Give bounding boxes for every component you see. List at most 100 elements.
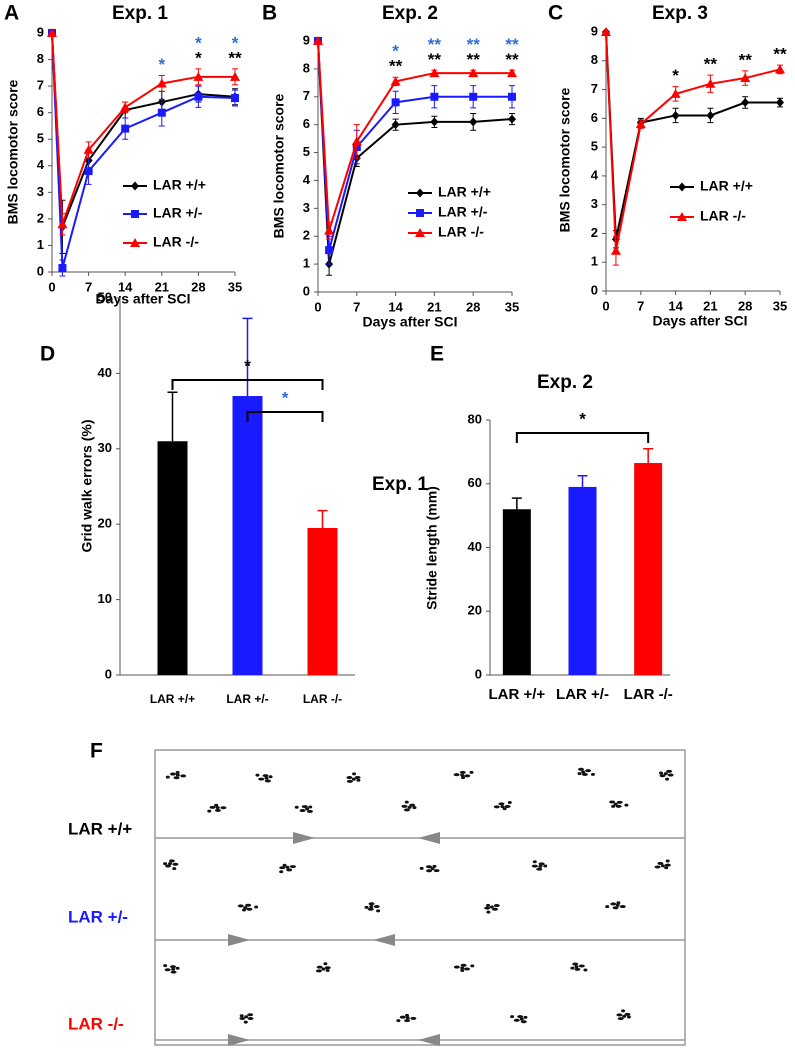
footprint <box>323 962 328 966</box>
footprint <box>246 907 253 911</box>
y-tick-label: 6 <box>37 104 44 119</box>
footprint <box>610 902 617 906</box>
footprint <box>165 775 170 779</box>
footprint <box>214 803 219 807</box>
x-tick-label: 7 <box>637 298 644 313</box>
annotation: Exp. 1 <box>372 474 428 495</box>
marker <box>776 98 784 108</box>
legend-label: LAR +/- <box>438 204 488 220</box>
footprint <box>665 777 670 781</box>
x-tick-label: 21 <box>703 298 717 313</box>
marker <box>635 119 646 129</box>
footprint <box>570 966 575 970</box>
x-axis-label: Days after SCI <box>96 291 191 307</box>
y-tick-label: 5 <box>591 139 598 154</box>
marker <box>131 181 139 191</box>
y-tick-label: 5 <box>37 131 44 146</box>
y-tick-label: 3 <box>37 184 44 199</box>
marker <box>671 110 680 120</box>
footprint <box>410 1016 417 1020</box>
marker <box>416 209 424 217</box>
y-tick-label: 9 <box>303 32 310 47</box>
row-label: LAR +/- <box>68 907 128 926</box>
footprint <box>172 862 179 866</box>
footprint <box>169 965 176 969</box>
marker <box>230 71 240 81</box>
footprint <box>498 802 505 806</box>
footprint <box>489 905 494 909</box>
footprint <box>659 771 664 775</box>
marker <box>468 68 479 78</box>
footprint <box>351 777 356 781</box>
chart-title: Exp. 2 <box>382 3 438 24</box>
y-axis-label: Stride length (mm) <box>424 486 440 610</box>
footprint <box>616 800 623 804</box>
panel-letter: B <box>262 2 277 25</box>
significance: ** <box>428 50 442 69</box>
footprint <box>262 774 269 778</box>
y-tick-label: 4 <box>591 167 599 182</box>
significance: ** <box>505 35 519 54</box>
significance: ** <box>773 45 787 64</box>
footprint <box>510 1015 515 1019</box>
footprint <box>609 800 616 804</box>
footprint <box>255 773 260 777</box>
footprint <box>519 1017 524 1021</box>
footprint <box>626 1015 631 1019</box>
y-tick-label: 8 <box>303 60 310 75</box>
footprint <box>404 800 409 804</box>
legend-label: LAR -/- <box>438 224 484 240</box>
marker <box>57 219 68 229</box>
footprint <box>502 807 507 811</box>
footprint-frame <box>154 749 686 1046</box>
footprint <box>572 962 579 966</box>
significance: * <box>282 388 289 407</box>
significance: ** <box>389 57 403 76</box>
footprint <box>367 907 374 911</box>
marker <box>84 167 93 176</box>
marker <box>313 36 323 45</box>
y-tick-label: 1 <box>591 254 598 269</box>
y-tick-label: 0 <box>591 282 598 297</box>
footprint <box>315 969 322 973</box>
marker <box>430 92 439 101</box>
y-tick-label: 7 <box>591 81 598 96</box>
footprint <box>247 1013 254 1017</box>
significance: ** <box>505 50 519 69</box>
marker <box>156 78 167 88</box>
x-tick-label: 0 <box>48 279 55 294</box>
footprint <box>168 862 173 866</box>
x-tick-label: 28 <box>738 298 752 313</box>
x-tick-label: 0 <box>602 298 609 313</box>
footprint <box>453 965 460 969</box>
footprint <box>325 968 330 972</box>
y-tick-label: 3 <box>303 200 310 215</box>
error-bar <box>577 475 588 487</box>
footprint <box>493 904 500 908</box>
footprint <box>605 905 610 909</box>
footprint <box>243 1020 248 1024</box>
y-tick-label: 7 <box>303 88 310 103</box>
footprint <box>664 866 669 870</box>
x-tick-label: 7 <box>353 299 360 314</box>
y-tick-label: 40 <box>98 365 112 380</box>
y-tick-label: 8 <box>591 52 598 67</box>
footprint <box>543 864 548 868</box>
marker <box>508 92 516 101</box>
footprint <box>401 804 408 808</box>
panel-f: F LAR +/+ LAR +/- LAR -/- <box>68 740 686 1046</box>
significance: ** <box>228 48 242 67</box>
footprint <box>419 866 424 870</box>
footprint <box>504 804 511 808</box>
footprint <box>285 865 290 869</box>
footprint <box>433 869 440 873</box>
footprint <box>622 1014 627 1018</box>
footprint <box>513 1018 520 1022</box>
x-tick-label: 28 <box>466 299 480 314</box>
legend-label: LAR -/- <box>700 208 746 224</box>
significance: * <box>232 33 239 52</box>
y-tick-label: 80 <box>468 411 482 426</box>
significance: * <box>158 55 165 74</box>
footprint <box>286 868 293 872</box>
footprint <box>574 965 579 969</box>
